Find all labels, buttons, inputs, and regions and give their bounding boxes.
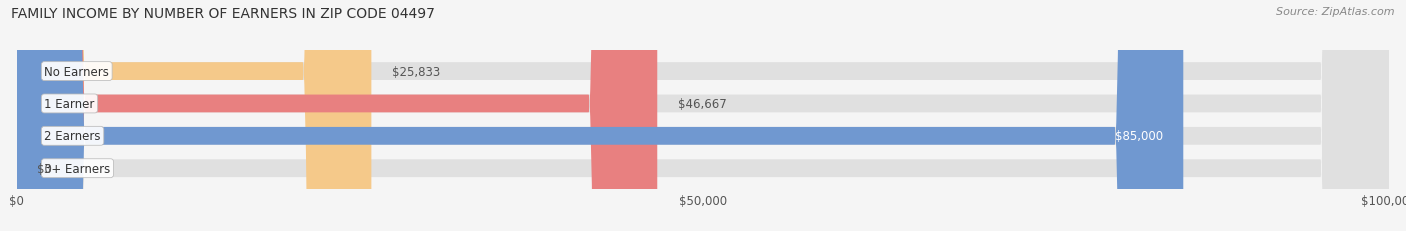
- FancyBboxPatch shape: [17, 0, 1389, 231]
- Text: FAMILY INCOME BY NUMBER OF EARNERS IN ZIP CODE 04497: FAMILY INCOME BY NUMBER OF EARNERS IN ZI…: [11, 7, 434, 21]
- Text: 2 Earners: 2 Earners: [45, 130, 101, 143]
- Text: 3+ Earners: 3+ Earners: [45, 162, 111, 175]
- FancyBboxPatch shape: [17, 0, 1389, 231]
- Text: $46,667: $46,667: [678, 97, 727, 110]
- FancyBboxPatch shape: [17, 0, 1389, 231]
- Text: $25,833: $25,833: [392, 65, 440, 78]
- Text: 1 Earner: 1 Earner: [45, 97, 94, 110]
- FancyBboxPatch shape: [17, 0, 657, 231]
- Text: $0: $0: [38, 162, 52, 175]
- Text: No Earners: No Earners: [45, 65, 110, 78]
- Text: $85,000: $85,000: [1115, 130, 1163, 143]
- FancyBboxPatch shape: [17, 0, 1389, 231]
- FancyBboxPatch shape: [17, 0, 371, 231]
- FancyBboxPatch shape: [17, 0, 1184, 231]
- Text: Source: ZipAtlas.com: Source: ZipAtlas.com: [1277, 7, 1395, 17]
